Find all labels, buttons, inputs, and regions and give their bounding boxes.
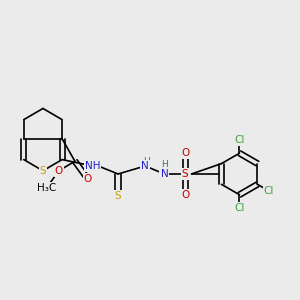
Text: S: S xyxy=(182,169,188,179)
Text: NH: NH xyxy=(85,161,100,171)
Text: H: H xyxy=(143,157,150,166)
Text: S: S xyxy=(182,169,188,179)
Text: S: S xyxy=(115,191,122,201)
Text: N: N xyxy=(160,169,168,179)
Text: Cl: Cl xyxy=(234,135,245,146)
Text: O: O xyxy=(181,148,189,158)
Text: S: S xyxy=(40,166,46,176)
Text: H: H xyxy=(161,160,168,169)
Text: H₃C: H₃C xyxy=(37,183,56,194)
Text: Cl: Cl xyxy=(234,202,245,212)
Text: N: N xyxy=(141,161,149,171)
Text: O: O xyxy=(55,166,63,176)
Text: O: O xyxy=(181,190,189,200)
Text: O: O xyxy=(84,174,92,184)
Text: Cl: Cl xyxy=(263,186,274,196)
